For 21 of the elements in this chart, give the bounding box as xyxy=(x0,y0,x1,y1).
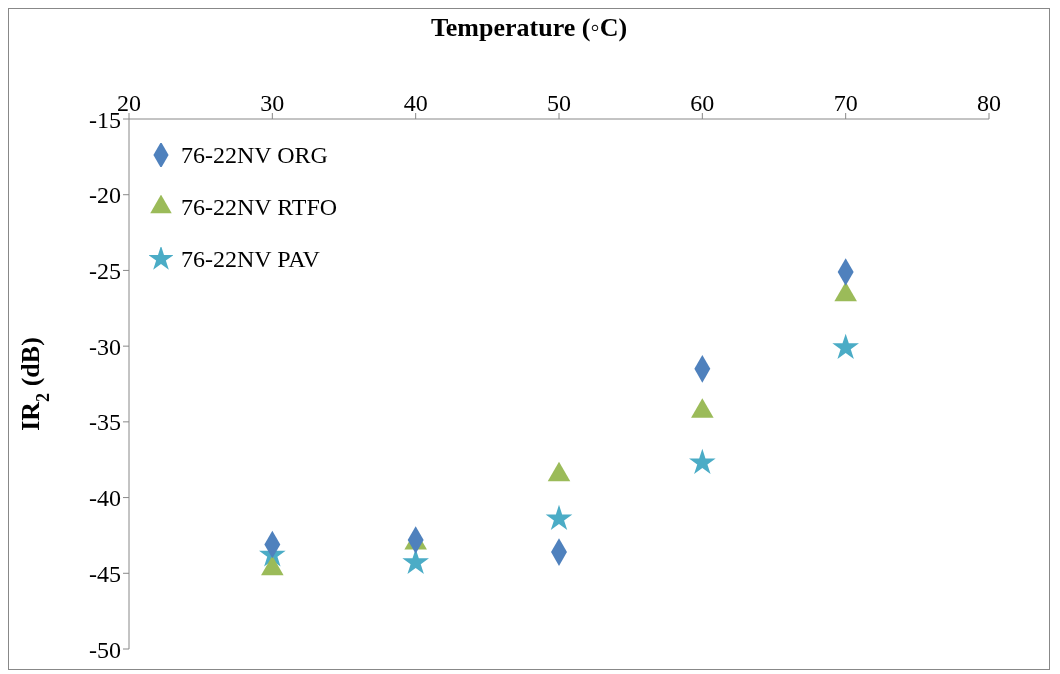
legend-label: 76-22NV PAV xyxy=(181,245,320,273)
x-tick-label: 40 xyxy=(403,90,428,116)
y-tick-label: -35 xyxy=(89,409,121,436)
y-tick-label: -50 xyxy=(89,636,121,663)
y-tick-label: -30 xyxy=(89,333,121,360)
x-tick-label: 80 xyxy=(977,90,1001,116)
x-tick-label: 50 xyxy=(547,90,571,116)
legend-label: 76-22NV ORG xyxy=(181,141,328,169)
x-tick-label: 30 xyxy=(260,90,285,116)
y-tick-label: -45 xyxy=(89,560,121,587)
point xyxy=(832,333,859,359)
x-tick-label: 60 xyxy=(690,90,715,116)
point xyxy=(834,281,857,302)
y-tick-label: -40 xyxy=(89,485,121,512)
y-tick-label: -25 xyxy=(89,257,121,284)
point xyxy=(689,448,716,475)
legend-label: 76-22NV RTFO xyxy=(181,193,338,221)
y-tick-label: -20 xyxy=(89,182,121,209)
point xyxy=(545,504,573,531)
x-axis-title: Temperature (◦C) xyxy=(429,13,629,43)
x-tick-label: 70 xyxy=(833,90,858,116)
